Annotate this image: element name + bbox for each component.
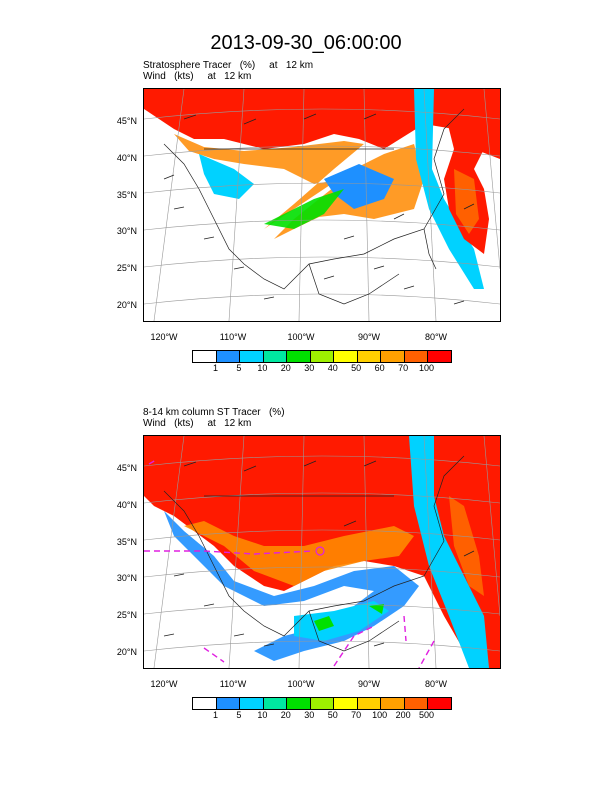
- colorbar-label: 10: [257, 363, 268, 373]
- colorbar-label: 70: [351, 710, 362, 720]
- colorbar-swatch: [381, 698, 405, 709]
- tracer-green-spots: [314, 604, 384, 631]
- colorbar-swatch: [428, 698, 452, 709]
- panel-2-lon-label: 110°W: [219, 679, 247, 689]
- colorbar-swatch: [428, 351, 452, 362]
- panel-1-lon-label: 80°W: [424, 332, 448, 342]
- colorbar-swatch: [263, 698, 288, 709]
- colorbar-swatch: [334, 698, 358, 709]
- colorbar-label: 40: [327, 363, 338, 373]
- colorbar-label: 20: [280, 710, 291, 720]
- panel-1-lon-label: 100°W: [287, 332, 315, 342]
- colorbar-swatch: [357, 351, 382, 362]
- coastlines: [163, 455, 465, 652]
- panel-2-lat-label: 30°N: [116, 573, 137, 583]
- tracer-orange-region: [184, 521, 414, 586]
- panel-2-map-svg: [144, 436, 500, 668]
- colorbar-label: 500: [419, 710, 435, 720]
- colorbar-swatch: [216, 351, 241, 362]
- panel-2-lat-label: 40°N: [116, 500, 137, 510]
- panel-1-lat-label: 20°N: [116, 300, 137, 310]
- colorbar-swatch: [287, 698, 311, 709]
- colorbar-swatch: [287, 351, 311, 362]
- colorbar-swatch: [381, 351, 405, 362]
- panel-1-map-svg: [144, 89, 500, 321]
- tracer-east-tongue: [409, 436, 489, 668]
- panel-1-lat-label: 30°N: [116, 226, 137, 236]
- colorbar-label: 30: [304, 710, 315, 720]
- panel-2-lon-label: 120°W: [150, 679, 178, 689]
- colorbar-label: 1: [212, 710, 218, 720]
- panel-2-subtitle: Wind (kts) at 12 km: [143, 418, 252, 429]
- tracer-east-orange: [454, 169, 479, 234]
- panel-1-colorbar: [192, 350, 452, 363]
- panel-1-title: Stratosphere Tracer (%) at 12 km: [143, 60, 314, 71]
- panel-2-title: 8-14 km column ST Tracer (%): [143, 407, 285, 418]
- colorbar-label: 30: [304, 363, 315, 373]
- panel-1-lon-label: 120°W: [150, 332, 178, 342]
- tracer-high-region: [144, 89, 500, 159]
- tracer-band-green: [264, 189, 344, 229]
- tracer-band-blue: [324, 164, 394, 209]
- tracer-cyan-arc: [294, 601, 389, 641]
- panel-2-lon-label: 90°W: [357, 679, 381, 689]
- colorbar-label: 50: [327, 710, 338, 720]
- colorbar-swatch: [357, 698, 382, 709]
- wind-barbs: [163, 460, 475, 647]
- colorbar-swatch: [404, 698, 429, 709]
- colorbar-label: 60: [374, 363, 385, 373]
- panel-1-lat-label: 35°N: [116, 190, 137, 200]
- panel-1-lat-label: 25°N: [116, 263, 137, 273]
- colorbar-swatch: [240, 698, 264, 709]
- main-title: 2013-09-30_06:00:00: [210, 32, 402, 54]
- panel-2-map: [143, 435, 501, 669]
- colorbar-label: 10: [257, 710, 268, 720]
- panel-1-lon-label: 110°W: [219, 332, 247, 342]
- colorbar-label: 1: [212, 363, 218, 373]
- colorbar-swatch: [310, 698, 335, 709]
- colorbar-swatch: [193, 351, 217, 362]
- colorbar-label: 70: [398, 363, 409, 373]
- colorbar-swatch: [193, 698, 217, 709]
- graticule: [144, 89, 500, 321]
- magenta-marker: [315, 546, 325, 556]
- colorbar-swatch: [263, 351, 288, 362]
- colorbar-swatch: [404, 351, 429, 362]
- panel-1-subtitle: Wind (kts) at 12 km: [143, 71, 252, 82]
- panel-1-map: [143, 88, 501, 322]
- panel-2-lon-label: 80°W: [424, 679, 448, 689]
- colorbar-label: 5: [236, 363, 242, 373]
- panel-2-colorbar: [192, 697, 452, 710]
- colorbar-label: 100: [372, 710, 388, 720]
- colorbar-swatch: [240, 351, 264, 362]
- panel-1-lon-label: 90°W: [357, 332, 381, 342]
- panel-2-lat-label: 45°N: [116, 463, 137, 473]
- coastlines: [163, 108, 465, 305]
- panel-1-lat-label: 45°N: [116, 116, 137, 126]
- panel-2-lat-label: 35°N: [116, 537, 137, 547]
- panel-2-lon-label: 100°W: [287, 679, 315, 689]
- tracer-east-orange: [449, 496, 484, 596]
- colorbar-label: 20: [280, 363, 291, 373]
- wind-barbs: [163, 113, 475, 305]
- colorbar-label: 50: [351, 363, 362, 373]
- colorbar-label: 100: [419, 363, 435, 373]
- colorbar-swatch: [310, 351, 335, 362]
- panel-1-lat-label: 40°N: [116, 153, 137, 163]
- colorbar-swatch: [334, 351, 358, 362]
- colorbar-label: 5: [236, 710, 242, 720]
- graticule: [144, 436, 500, 668]
- tracer-band-orange: [174, 134, 424, 239]
- tracer-east-red: [439, 89, 500, 254]
- colorbar-swatch: [216, 698, 241, 709]
- panel-2-lat-label: 25°N: [116, 610, 137, 620]
- magenta-dashed-contours: [144, 459, 435, 668]
- panel-2-lat-label: 20°N: [116, 647, 137, 657]
- tracer-band-cyan: [199, 154, 254, 199]
- colorbar-label: 200: [395, 710, 411, 720]
